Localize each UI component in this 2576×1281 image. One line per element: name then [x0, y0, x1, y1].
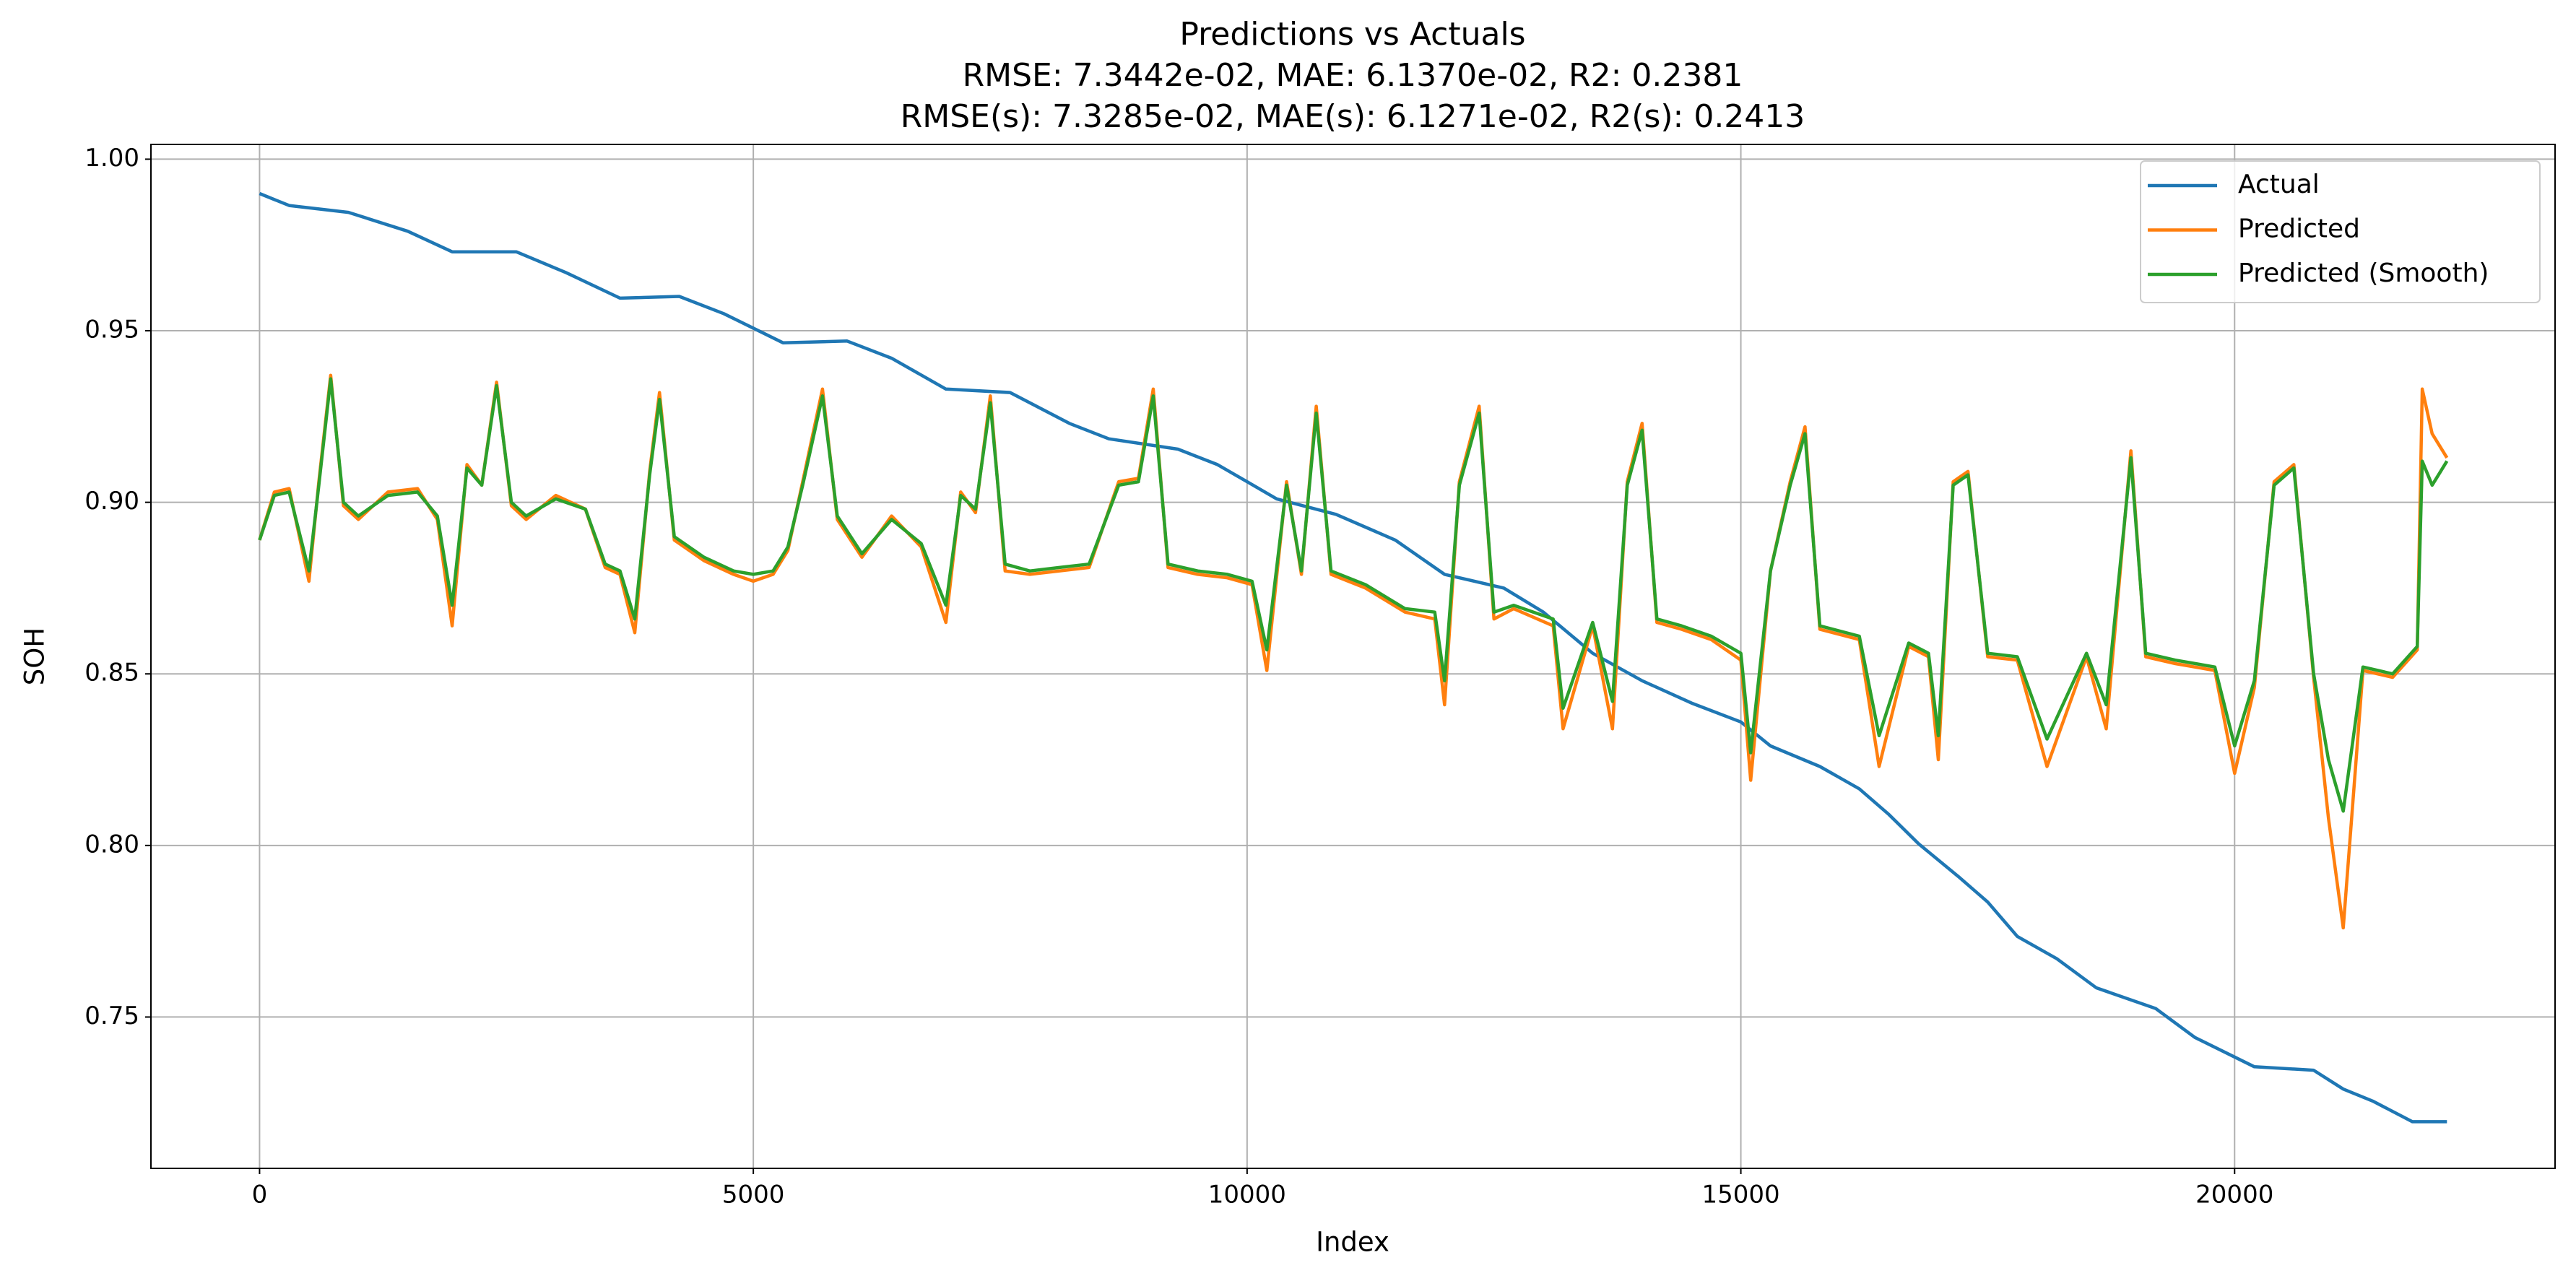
y-tick-label: 0.90: [84, 487, 139, 516]
y-tick-label: 0.75: [84, 1002, 139, 1030]
chart-subtitle: RMSE: 7.3442e-02, MAE: 6.1370e-02, R2: 0…: [963, 57, 1743, 94]
plot-frame: [150, 144, 2556, 1169]
y-tick-label: 0.80: [84, 830, 139, 859]
legend-label: Predicted: [2238, 214, 2360, 244]
x-tick-label: 20000: [2195, 1181, 2273, 1210]
x-tick-label: 5000: [722, 1181, 785, 1210]
y-tick-label: 1.00: [84, 144, 139, 173]
series-line: [258, 377, 2449, 813]
x-tick-label: 15000: [1701, 1181, 1779, 1210]
x-tick-label: 0: [252, 1181, 268, 1210]
legend-label: Actual: [2238, 170, 2320, 199]
y-tick-label: 0.95: [84, 316, 139, 344]
legend-box: [2140, 160, 2541, 303]
x-axis-label: Index: [1316, 1227, 1389, 1258]
y-axis-label: SOH: [19, 628, 51, 685]
series-line: [259, 191, 2447, 1124]
y-tick-label: 0.85: [84, 659, 139, 687]
legend-label: Predicted (Smooth): [2238, 259, 2489, 288]
chart-subtitle: RMSE(s): 7.3285e-02, MAE(s): 6.1271e-02,…: [901, 98, 1805, 135]
chart-title: Predictions vs Actuals: [1179, 16, 1525, 53]
x-tick-label: 10000: [1208, 1181, 1286, 1210]
